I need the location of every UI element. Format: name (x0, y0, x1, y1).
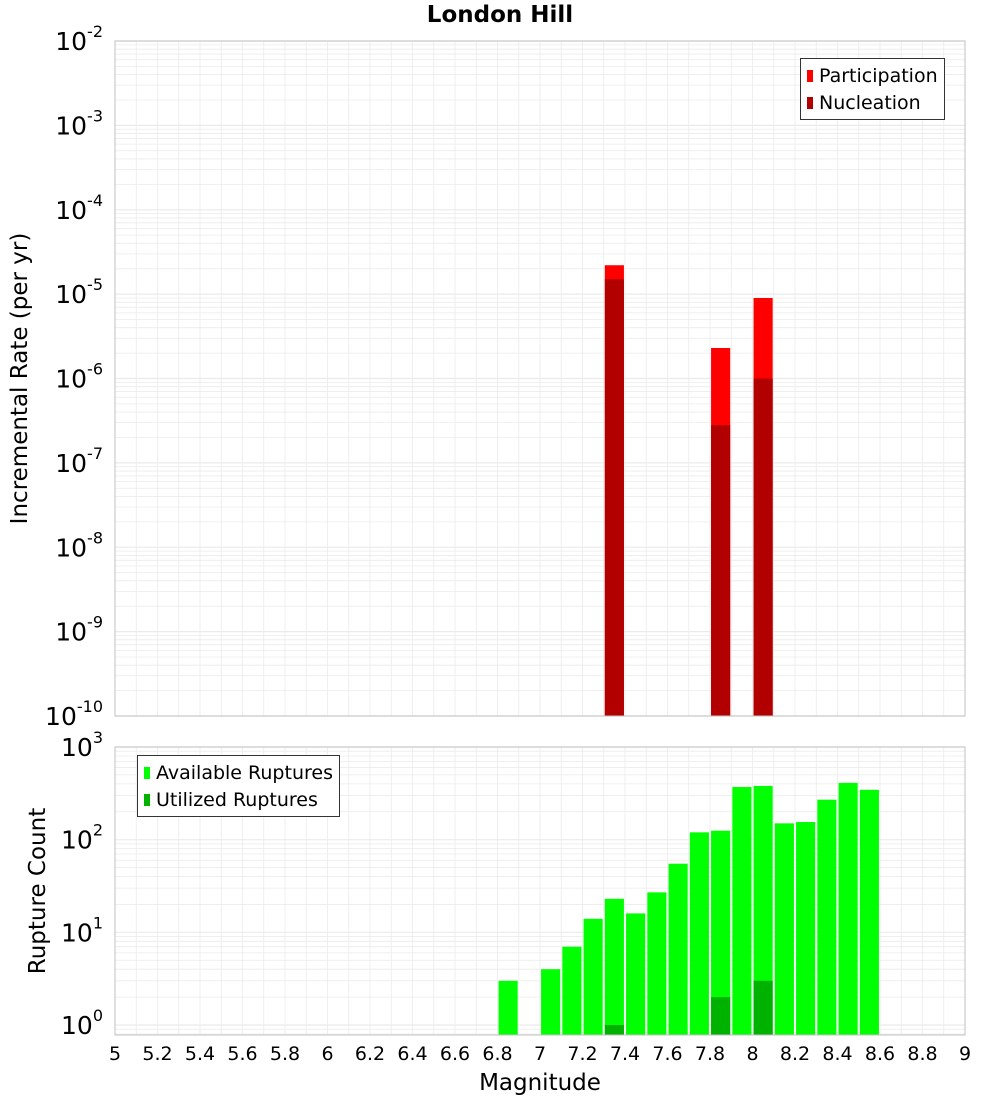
count-bar-available-ruptures (541, 969, 561, 1035)
count-bar-available-ruptures (859, 789, 879, 1035)
count-bar-available-ruptures (583, 918, 603, 1035)
x-axis-label: Magnitude (479, 1070, 601, 1096)
x-tick-label: 5.2 (142, 1043, 172, 1065)
x-tick-label: 6.4 (397, 1043, 427, 1065)
utilized-swatch (144, 793, 150, 806)
count-bar-utilized-ruptures (753, 980, 773, 1035)
rate-panel-grid (114, 40, 966, 717)
legend-entry-utilized: Utilized Ruptures (144, 786, 333, 813)
x-tick-label: 9 (959, 1043, 971, 1065)
rate-panel-series-nucleation (604, 279, 773, 716)
x-tick-label: 8.6 (865, 1043, 895, 1065)
count-panel-series-utilized-ruptures (604, 980, 773, 1035)
nucleation-swatch (807, 96, 813, 109)
y-tick-label: 10-6 (55, 360, 103, 394)
y-tick-label: 10-2 (55, 22, 103, 56)
legend-label-participation: Participation (819, 64, 938, 87)
rate-panel-ylabel: Incremental Rate (per yr) (7, 233, 33, 525)
count-bar-available-ruptures (838, 782, 858, 1035)
y-tick-label: 100 (61, 1006, 103, 1040)
rate-legend: Participation Nucleation (800, 58, 945, 120)
rate-bar-nucleation (753, 378, 773, 716)
x-tick-label: 6.2 (355, 1043, 385, 1065)
x-tick-label: 8 (746, 1043, 758, 1065)
count-bar-available-ruptures (711, 830, 731, 1035)
x-tick-label: 7.4 (610, 1043, 640, 1065)
y-tick-label: 10-4 (55, 191, 103, 225)
count-panel-frame (114, 746, 966, 1036)
participation-swatch (807, 69, 813, 82)
y-tick-label: 10-10 (45, 697, 103, 731)
x-tick-label: 6 (321, 1043, 333, 1065)
y-tick-label: 10-9 (55, 613, 103, 647)
x-tick-label: 6.6 (440, 1043, 470, 1065)
x-tick-label: 7.8 (695, 1043, 725, 1065)
count-bar-available-ruptures (604, 898, 624, 1035)
available-swatch (144, 766, 150, 779)
count-bar-available-ruptures (796, 822, 816, 1035)
count-bar-utilized-ruptures (604, 1025, 624, 1035)
legend-label-available: Available Ruptures (156, 761, 333, 784)
count-bar-available-ruptures (817, 799, 837, 1035)
x-tick-label: 7.6 (652, 1043, 682, 1065)
count-bar-available-ruptures (626, 913, 646, 1035)
count-bar-available-ruptures (732, 787, 752, 1035)
count-bar-available-ruptures (668, 863, 688, 1035)
count-bar-available-ruptures (647, 892, 667, 1035)
y-tick-label: 102 (61, 821, 103, 855)
legend-label-nucleation: Nucleation (819, 91, 921, 114)
legend-label-utilized: Utilized Ruptures (156, 788, 318, 811)
x-tick-label: 7 (534, 1043, 546, 1065)
x-tick-label: 8.4 (822, 1043, 852, 1065)
count-bar-available-ruptures (753, 785, 773, 1035)
rate-bar-nucleation (711, 425, 731, 716)
legend-entry-available: Available Ruptures (144, 759, 333, 786)
x-tick-label: 5.8 (270, 1043, 300, 1065)
count-bar-available-ruptures (689, 832, 709, 1035)
count-legend: Available Ruptures Utilized Ruptures (137, 755, 340, 817)
x-tick-label: 6.8 (482, 1043, 512, 1065)
x-tick-label: 5 (109, 1043, 121, 1065)
count-bar-available-ruptures (498, 980, 518, 1035)
x-tick-label: 7.2 (567, 1043, 597, 1065)
y-tick-label: 10-5 (55, 275, 103, 309)
chart-title: London Hill (426, 2, 574, 28)
count-bar-utilized-ruptures (711, 997, 731, 1035)
x-tick-label: 8.8 (907, 1043, 937, 1065)
legend-entry-participation: Participation (807, 62, 938, 89)
count-bar-available-ruptures (774, 823, 794, 1035)
count-bar-available-ruptures (562, 946, 582, 1035)
rate-panel-frame (114, 40, 966, 717)
x-tick-label: 5.6 (227, 1043, 257, 1065)
y-tick-label: 10-8 (55, 528, 103, 562)
x-tick-label: 5.4 (185, 1043, 215, 1065)
count-panel-ylabel: Rupture Count (25, 808, 51, 974)
y-tick-label: 10-3 (55, 106, 103, 140)
x-tick-label: 8.2 (780, 1043, 810, 1065)
count-panel-series-available-ruptures (498, 782, 879, 1035)
y-tick-label: 101 (61, 913, 103, 947)
y-tick-label: 103 (61, 728, 103, 762)
legend-entry-nucleation: Nucleation (807, 89, 938, 116)
y-tick-label: 10-7 (55, 444, 103, 478)
rate-bar-nucleation (604, 279, 624, 716)
